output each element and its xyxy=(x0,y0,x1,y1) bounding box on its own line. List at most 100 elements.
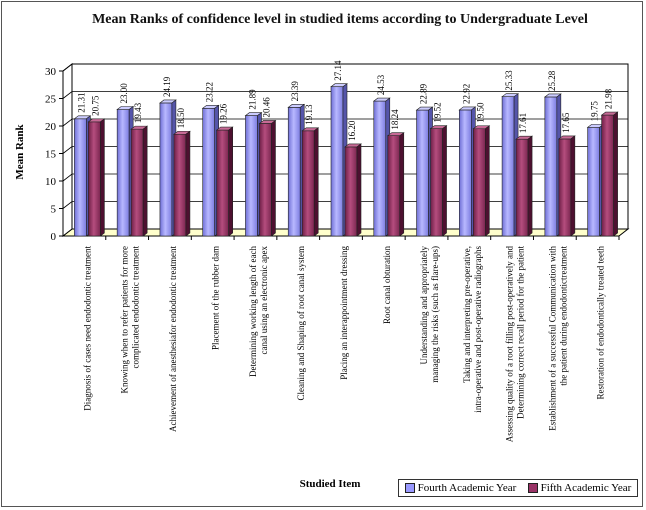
bar-front xyxy=(473,128,486,237)
category-label: Placing an interappointment dressing xyxy=(339,246,349,380)
bar-fourth-year xyxy=(501,93,519,237)
bar-front xyxy=(159,102,173,237)
bar-fifth-year xyxy=(600,111,619,237)
bar-side xyxy=(271,119,276,237)
category-label-line: Taking and interpreting pre-operative, xyxy=(462,246,472,383)
bar-side xyxy=(142,125,148,237)
bar-fourth-year xyxy=(330,83,348,237)
bar-front xyxy=(344,146,358,237)
bar-front xyxy=(245,115,258,237)
bar-fourth-year xyxy=(415,106,434,237)
bar-front xyxy=(116,109,130,237)
data-label: 23.00 xyxy=(119,83,129,104)
category-label-line: Placing an interappointment dressing xyxy=(339,246,349,380)
bar-fourth-year xyxy=(201,104,220,237)
bar-front xyxy=(74,118,87,237)
legend: Fourth Academic Year Fifth Academic Year xyxy=(398,479,638,497)
bar-fourth-year xyxy=(244,112,263,237)
bar-front xyxy=(202,107,215,237)
bar-side xyxy=(100,118,105,237)
bar-side xyxy=(228,126,233,237)
bar-front xyxy=(587,127,600,237)
bar-side xyxy=(613,111,618,237)
bar-fourth-year xyxy=(586,123,605,237)
category-label-line: managing the risks (such as flare-ups) xyxy=(430,246,440,383)
bar-fourth-year xyxy=(287,103,306,237)
bar-fifth-year xyxy=(557,135,576,237)
bar-front xyxy=(287,107,301,237)
bar-front xyxy=(515,138,529,237)
bar-fourth-year xyxy=(372,97,391,237)
legend-item-fourth-year: Fourth Academic Year xyxy=(404,482,517,494)
bar-front xyxy=(373,100,387,237)
legend-item-fifth-year: Fifth Academic Year xyxy=(527,482,631,494)
category-label-line: Determining correct recall period for th… xyxy=(516,246,526,419)
bar-front xyxy=(416,109,429,237)
category-label-line: Cleaning and Shaping of root canal syste… xyxy=(296,246,306,400)
legend-swatch xyxy=(527,483,538,493)
data-label: 22.92 xyxy=(461,84,471,104)
category-label: Restoration of endodontically treated te… xyxy=(596,246,606,400)
bar-fifth-year xyxy=(258,119,277,237)
bar-fourth-year xyxy=(159,99,177,237)
bar-side xyxy=(527,135,533,237)
category-label: Assessing quality of a root filling post… xyxy=(505,246,526,443)
data-label: 21.31 xyxy=(76,93,86,113)
bar-front xyxy=(544,96,558,237)
gridline xyxy=(62,91,628,99)
category-label-line: Restoration of endodontically treated te… xyxy=(596,246,606,400)
y-tick-label: 15 xyxy=(45,149,57,161)
y-tick-label: 25 xyxy=(45,94,57,106)
bar-side xyxy=(399,132,405,237)
bar-front xyxy=(501,96,515,237)
bar-front xyxy=(459,109,472,237)
bar-fifth-year xyxy=(87,118,106,237)
category-label-line: intra-operative and post-operative radio… xyxy=(473,246,483,413)
bar-side xyxy=(442,125,447,237)
bar-front xyxy=(216,129,229,237)
legend-label: Fourth Academic Year xyxy=(417,482,517,494)
bar-fourth-year xyxy=(458,106,477,237)
category-label-line: canal using an electronic apex xyxy=(259,246,269,355)
category-label-line: Understanding and appropriately xyxy=(419,246,429,365)
category-label-line: Root canal obturation xyxy=(382,246,392,324)
data-label: 18.50 xyxy=(176,108,186,129)
gridline xyxy=(62,118,628,127)
category-label: Placement of the rubber dam xyxy=(211,246,221,350)
x-axis-label: Studied Item xyxy=(300,478,361,490)
data-label: 16.20 xyxy=(347,120,357,141)
bar-fifth-year xyxy=(386,132,405,237)
bar-front xyxy=(601,114,614,237)
bar-fifth-year xyxy=(173,130,191,237)
category-label-line: the patient during endodontictreatment xyxy=(558,246,568,386)
data-label: 21.98 xyxy=(604,88,614,109)
bar-fourth-year xyxy=(543,93,562,237)
y-tick-label: 10 xyxy=(45,176,57,188)
category-label-line: Determining working length of each xyxy=(248,246,258,377)
data-label: 20.46 xyxy=(261,97,271,118)
bar-front xyxy=(173,133,187,237)
category-label-line: complicated endodontic treatment xyxy=(131,246,141,369)
bar-side xyxy=(313,127,319,237)
bar-front xyxy=(330,86,344,237)
data-label: 19.26 xyxy=(219,103,229,124)
data-label: 17.65 xyxy=(561,112,571,133)
y-tick-label: 5 xyxy=(51,204,57,216)
data-label: 19.75 xyxy=(590,101,600,122)
gridline xyxy=(62,63,628,72)
category-label-line: Achievement of anesthesiafor endodontic … xyxy=(168,246,178,432)
category-label: Establishment of a successful Communicat… xyxy=(547,246,568,431)
bar-side xyxy=(570,135,576,237)
bar-side xyxy=(356,143,362,237)
data-label: 19.52 xyxy=(433,102,443,122)
bar-fifth-year xyxy=(344,143,362,237)
category-label-line: Establishment of a successful Communicat… xyxy=(547,246,557,431)
data-label: 27.14 xyxy=(333,60,343,81)
data-label: 19.50 xyxy=(475,102,485,123)
bar-fifth-year xyxy=(472,125,491,237)
category-label: Cleaning and Shaping of root canal syste… xyxy=(296,246,306,400)
bar-fifth-year xyxy=(515,135,533,237)
chart-title: Mean Ranks of confidence level in studie… xyxy=(92,12,588,27)
category-label-line: Assessing quality of a root filling post… xyxy=(505,246,515,443)
bar-front xyxy=(88,121,101,237)
